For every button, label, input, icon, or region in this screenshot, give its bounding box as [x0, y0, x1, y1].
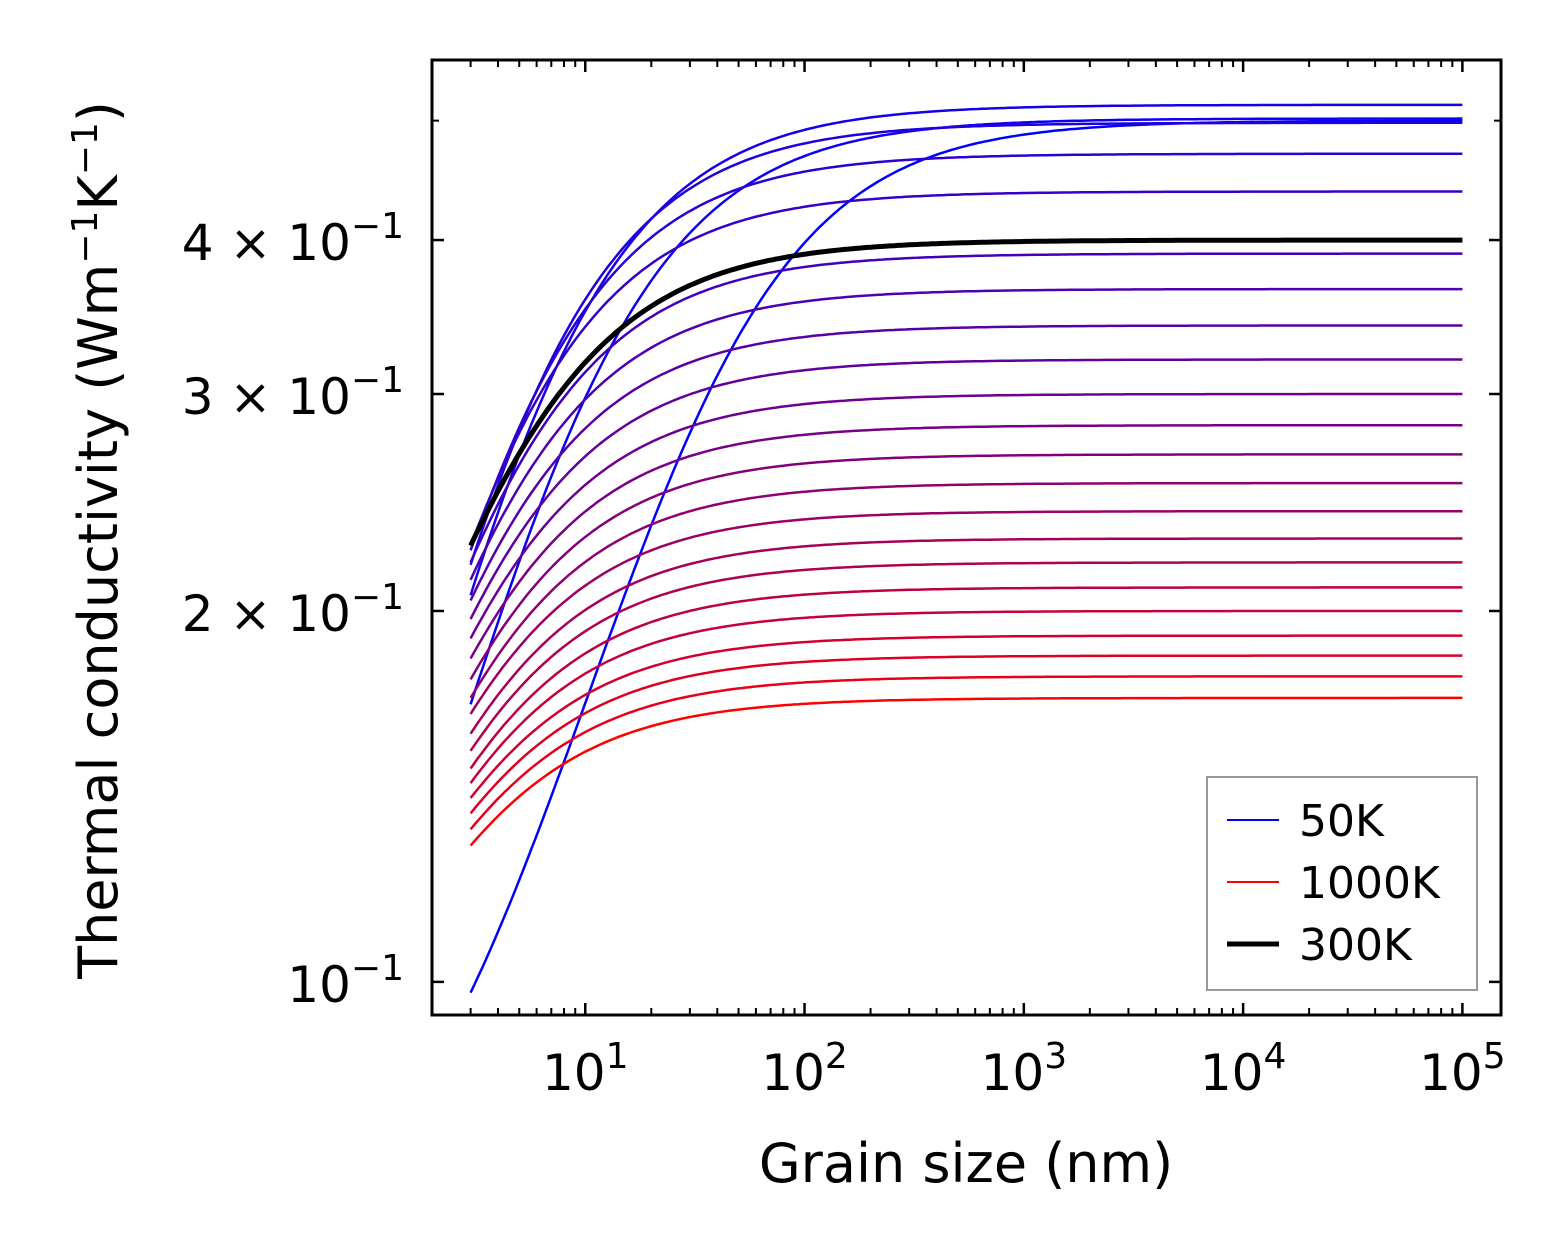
- x-tick-base: 10: [1419, 1044, 1483, 1102]
- x-tick-label-3: 104: [1200, 1036, 1287, 1102]
- legend-label-1: 1000K: [1299, 858, 1441, 909]
- series-line-17: [469, 586, 1463, 770]
- plot-frame: [430, 58, 1503, 1017]
- x-tick-base: 10: [761, 1044, 825, 1102]
- series-line-2: [469, 103, 1463, 596]
- y-axis-label-sup1: −1: [65, 211, 106, 264]
- series-line-6: [469, 252, 1463, 563]
- x-tick-label-1: 102: [761, 1036, 848, 1102]
- x-tick-exp: 4: [1263, 1036, 1286, 1077]
- x-axis-label: Grain size (nm): [759, 1132, 1173, 1195]
- y-tick-label-2: 3 × 10−1: [182, 360, 404, 426]
- series-line-15: [469, 537, 1463, 735]
- y-tick-base: 10: [287, 585, 351, 643]
- y-tick-exp: −1: [351, 206, 404, 247]
- y-axis-label-close: ): [67, 101, 130, 122]
- x-tick-base: 10: [542, 1044, 606, 1102]
- series-line-11: [469, 423, 1463, 660]
- series-line-13: [469, 481, 1463, 699]
- x-tick-labels: 101 102 103 104 105: [542, 1036, 1506, 1102]
- series-line-20: [469, 654, 1463, 815]
- y-axis-label: Thermal conductivity (Wm−1K−1): [65, 101, 130, 980]
- y-tick-base: 10: [287, 956, 351, 1014]
- series-line-22: [469, 696, 1463, 847]
- series-line-4: [469, 152, 1463, 551]
- x-tick-exp: 3: [1044, 1036, 1067, 1077]
- x-tick-exp: 5: [1483, 1036, 1506, 1077]
- series-line-5: [469, 190, 1463, 547]
- series-line-19: [469, 634, 1463, 799]
- y-tick-mantissa: 4 ×: [182, 214, 288, 272]
- y-tick-exp: −1: [351, 948, 404, 989]
- legend-label-2: 300K: [1299, 920, 1413, 971]
- legend: 50K 1000K 300K: [1206, 776, 1478, 991]
- y-tick-label-0: 10−1: [287, 948, 404, 1014]
- series-line-12: [469, 453, 1463, 681]
- series-line-0: [469, 119, 1463, 994]
- y-axis-label-sup2: −1: [65, 122, 106, 175]
- series-line-21: [469, 675, 1463, 831]
- y-tick-mantissa: 2 ×: [182, 585, 288, 643]
- series-line-18: [469, 609, 1463, 784]
- x-tick-label-4: 105: [1419, 1036, 1506, 1102]
- x-tick-base: 10: [981, 1044, 1045, 1102]
- y-tick-label-3: 4 × 10−1: [182, 206, 404, 272]
- series-line-3: [469, 121, 1463, 566]
- series-line-23: [468, 237, 1463, 547]
- series-line-16: [469, 561, 1463, 752]
- y-tick-base: 10: [287, 368, 351, 426]
- x-tick-exp: 2: [825, 1036, 848, 1077]
- x-tick-exp: 1: [606, 1036, 629, 1077]
- series-line-9: [469, 358, 1463, 620]
- series-line-10: [469, 392, 1463, 639]
- x-tick-label-2: 103: [981, 1036, 1068, 1102]
- legend-label-0: 50K: [1299, 796, 1385, 847]
- y-tick-exp: −1: [351, 577, 404, 618]
- y-tick-exp: −1: [351, 360, 404, 401]
- axis-ticks: [431, 60, 1501, 1015]
- y-tick-labels: 10−12 × 10−13 × 10−14 × 10−1: [182, 206, 404, 1014]
- x-tick-base: 10: [1200, 1044, 1264, 1102]
- y-tick-mantissa: 3 ×: [182, 368, 288, 426]
- x-tick-label-0: 101: [542, 1036, 629, 1102]
- series-line-7: [469, 287, 1463, 581]
- legend-box: [1206, 776, 1478, 991]
- y-axis-label-mid: K: [67, 174, 130, 211]
- y-tick-label-1: 2 × 10−1: [182, 577, 404, 643]
- y-axis-label-text: Thermal conductivity (Wm: [67, 264, 130, 980]
- y-tick-base: 10: [287, 214, 351, 272]
- series-line-14: [469, 509, 1463, 715]
- series-line-8: [469, 324, 1463, 601]
- plot-curves: [468, 103, 1463, 994]
